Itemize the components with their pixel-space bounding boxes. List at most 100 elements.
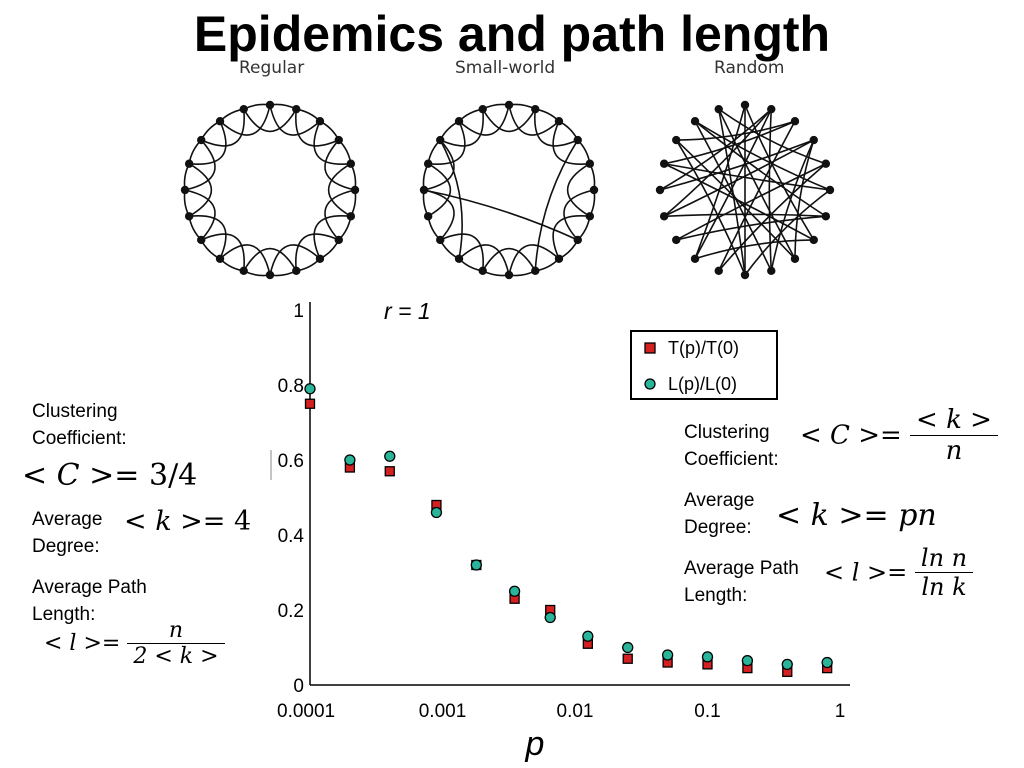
y-tick-label: 0.4	[278, 526, 305, 547]
network-node	[655, 185, 665, 195]
right-clustering-formula: < C >= < k > n	[800, 405, 998, 466]
network-node	[585, 212, 595, 221]
legend-label: T(p)/T(0)	[668, 338, 739, 358]
right-degree-formula: < k >= pn	[776, 498, 937, 533]
data-point-circle	[582, 630, 594, 642]
network-node	[315, 254, 325, 263]
network-node	[215, 254, 225, 263]
left-degree-formula: < k >= 4	[124, 506, 252, 537]
network-edge	[439, 109, 484, 147]
network-node	[436, 135, 445, 145]
network-edge	[423, 139, 455, 191]
network-edge	[482, 247, 536, 272]
y-tick-label: 0.6	[278, 451, 304, 472]
x-tick-label: 1	[835, 701, 846, 722]
epidemic-path-length-chart: 0 0.2 0.4 0.6 0.8 1 0.0001 0.001 0.01 0.1 1 p r = 1 T…	[270, 298, 850, 763]
legend-marker-circle	[644, 378, 656, 390]
network-edge	[659, 139, 815, 191]
data-point-circle	[384, 450, 396, 462]
network-node	[690, 254, 700, 263]
network-edge	[428, 120, 466, 165]
network-node	[184, 212, 194, 221]
network-edge	[243, 247, 297, 272]
network-edge	[313, 215, 351, 260]
random-network-diagram	[655, 100, 835, 280]
x-axis-label: p	[525, 725, 545, 763]
network-edge	[770, 139, 815, 272]
network-edge	[219, 244, 271, 276]
network-edge	[675, 163, 827, 241]
network-edge	[482, 108, 536, 133]
network-edge	[427, 163, 452, 217]
network-node	[573, 135, 582, 145]
right-path-formula: < l >= ln n ln k	[824, 544, 974, 601]
network-node	[573, 235, 582, 245]
network-edge	[439, 233, 484, 271]
network-edge	[694, 108, 772, 260]
network-edge	[663, 139, 815, 217]
network-node	[554, 117, 564, 126]
network-edge	[508, 104, 560, 136]
y-tick-label: 0	[293, 676, 304, 697]
network-edge	[324, 189, 356, 241]
network-node	[334, 135, 343, 145]
x-tick-label: 0.0001	[277, 701, 335, 722]
network-edge	[189, 215, 227, 260]
network-node	[436, 235, 445, 245]
network-edge	[694, 239, 814, 260]
network-node	[478, 266, 487, 276]
network-edge	[324, 139, 356, 191]
network-node	[454, 117, 464, 126]
data-point-circle	[701, 651, 714, 663]
network-edge	[269, 104, 321, 136]
network-edge	[663, 120, 796, 165]
network-edge	[552, 215, 590, 260]
network-nodes	[419, 100, 599, 280]
right-path-label: Average Path Length:	[684, 558, 799, 606]
network-node	[239, 104, 248, 114]
network-node	[659, 159, 669, 168]
data-point-circle	[430, 506, 443, 519]
right-degree-label: Average Degree:	[684, 490, 755, 538]
data-point-circle	[821, 656, 833, 669]
network-node	[821, 212, 831, 221]
network-node	[790, 117, 800, 126]
network-node	[423, 159, 433, 168]
data-point-circle	[661, 649, 674, 661]
x-tick-label: 0.01	[557, 701, 594, 722]
network-edge	[718, 163, 827, 272]
network-node	[346, 159, 356, 168]
network-node	[672, 135, 681, 145]
regular-network-label: Regular	[239, 58, 305, 78]
y-tick-label: 1	[293, 301, 304, 322]
network-edge	[675, 139, 746, 276]
chart-annotation: r = 1	[384, 298, 431, 324]
left-clustering-label: Clustering Coefficient:	[32, 401, 127, 449]
network-edge	[664, 162, 831, 191]
network-edge	[458, 104, 510, 136]
network-node	[821, 159, 831, 168]
data-point-square	[304, 398, 316, 409]
network-node	[767, 266, 776, 276]
data-point-circle	[344, 454, 356, 466]
network-node	[423, 212, 433, 221]
network-node	[714, 266, 723, 276]
network-edge	[184, 189, 216, 241]
y-tick-label: 0.2	[278, 601, 304, 622]
data-point-circle	[741, 654, 754, 667]
x-tick-label: 0.001	[419, 701, 467, 722]
network-edge	[717, 109, 746, 276]
small-world-network-label: Small-world	[455, 58, 556, 78]
data-point-circle	[781, 658, 793, 671]
network-node	[454, 254, 464, 263]
network-node	[554, 254, 564, 263]
network-edge	[423, 189, 579, 241]
network-node	[531, 104, 540, 114]
network-node	[292, 104, 301, 114]
network-node	[672, 235, 681, 245]
x-tick-label: 0.1	[694, 701, 720, 722]
data-point-circle	[508, 585, 521, 597]
network-edge	[295, 233, 340, 271]
network-node	[809, 135, 818, 145]
left-clustering-formula: < C >= 3/4	[22, 458, 198, 493]
